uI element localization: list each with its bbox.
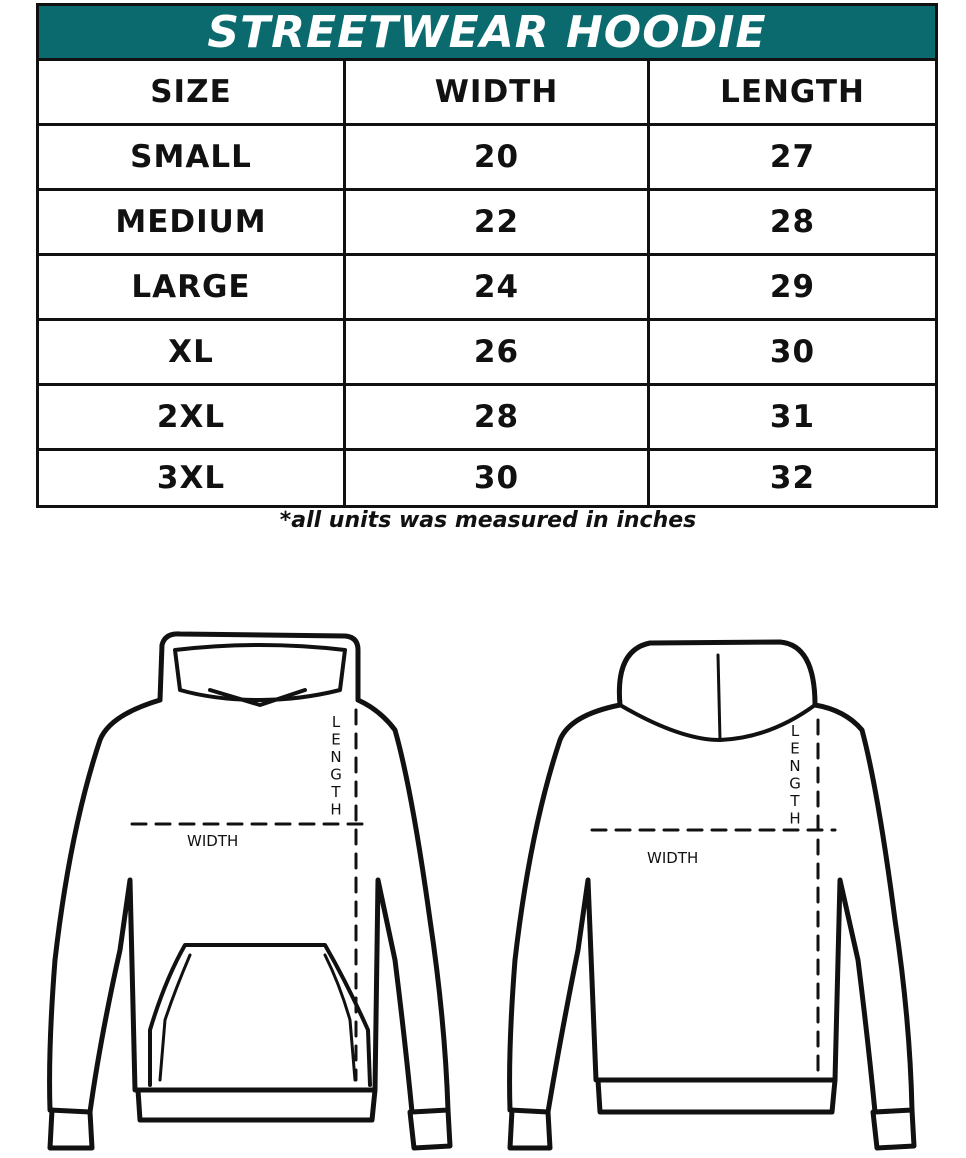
units-note: *all units was measured in inches — [279, 508, 697, 533]
length-cell: 29 — [769, 269, 816, 305]
size-cell: LARGE — [39, 256, 346, 318]
front-width-label: WIDTH — [187, 832, 238, 850]
header-row: SIZE WIDTH LENGTH — [39, 61, 935, 126]
size-cell: 3XL — [39, 451, 346, 505]
width-cell: 24 — [346, 256, 650, 318]
measure-lines — [130, 708, 837, 1082]
length-cell: 28 — [769, 204, 816, 240]
table-row: 2XL 28 31 — [39, 386, 935, 451]
width-cell: 28 — [346, 386, 650, 448]
width-cell: 26 — [346, 321, 650, 383]
table-row: 3XL 30 32 — [39, 451, 935, 505]
column-header: SIZE — [39, 61, 346, 123]
width-cell: 22 — [346, 191, 650, 253]
back-width-label: WIDTH — [647, 849, 698, 867]
table-row: LARGE 24 29 — [39, 256, 935, 321]
chart-title: STREETWEAR HOODIE — [39, 6, 935, 61]
table-row: MEDIUM 22 28 — [39, 191, 935, 256]
length-cell: 30 — [769, 334, 816, 370]
column-header: WIDTH — [346, 61, 650, 123]
length-cell: 32 — [769, 460, 816, 496]
size-cell: 2XL — [39, 386, 346, 448]
size-cell: SMALL — [39, 126, 346, 188]
length-cell: 27 — [769, 139, 816, 175]
back-hoodie-outline — [507, 639, 917, 1151]
width-cell: 20 — [346, 126, 650, 188]
front-hoodie-outline — [47, 631, 453, 1151]
size-chart-table: STREETWEAR HOODIE SIZE WIDTH LENGTH SMAL… — [36, 3, 938, 508]
table-row: SMALL 20 27 — [39, 126, 935, 191]
size-cell: XL — [39, 321, 346, 383]
table-row: XL 26 30 — [39, 321, 935, 386]
column-header: LENGTH — [720, 74, 865, 110]
length-cell: 31 — [769, 399, 816, 435]
size-cell: MEDIUM — [39, 191, 346, 253]
width-cell: 30 — [346, 451, 650, 505]
